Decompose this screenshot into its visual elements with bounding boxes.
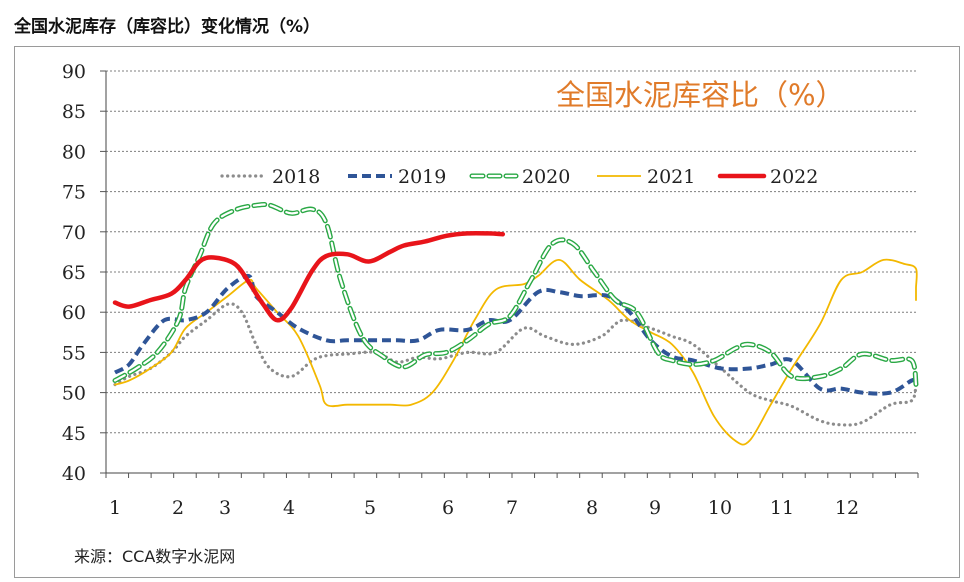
series-2018-line <box>113 302 918 427</box>
y-tick-75: 75 <box>62 182 86 204</box>
x-tick-12: 12 <box>835 497 859 519</box>
y-tick-65: 65 <box>62 262 86 284</box>
y-tick-80: 80 <box>62 141 86 163</box>
x-tick-7: 7 <box>506 497 518 519</box>
x-tick-9: 9 <box>649 497 661 519</box>
x-tick-6: 6 <box>442 497 454 519</box>
y-tick-45: 45 <box>62 423 86 445</box>
x-tick-1: 1 <box>109 497 121 519</box>
x-tick-5: 5 <box>364 497 376 519</box>
y-tick-50: 50 <box>62 383 86 405</box>
x-tick-10: 10 <box>708 497 732 519</box>
legend-label-2021: 2021 <box>647 166 695 188</box>
y-tick-60: 60 <box>62 302 86 324</box>
legend-label-2018: 2018 <box>272 166 320 188</box>
y-tick-55: 55 <box>62 342 86 364</box>
legend-label-2022: 2022 <box>770 166 818 188</box>
page-title: 全国水泥库存（库容比）变化情况（%） <box>14 17 321 37</box>
source-note: 来源：CCA数字水泥网 <box>74 547 236 566</box>
legend-item-2020: 2020 <box>469 166 570 188</box>
series-2018 <box>113 302 918 427</box>
legend-item-2019: 2019 <box>348 166 446 188</box>
y-tick-40: 40 <box>62 463 86 485</box>
x-tick-3: 3 <box>219 497 231 519</box>
legend-item-2018: 2018 <box>220 166 320 188</box>
y-tick-90: 90 <box>62 61 86 83</box>
series-2019 <box>114 273 919 396</box>
chart-legend: 2018 2019 2020 2021 2022 <box>220 166 818 188</box>
series-2020 <box>112 201 919 392</box>
series-lines <box>112 201 919 446</box>
x-tick-labels: 1 2 3 4 5 6 7 8 9 10 11 12 <box>105 473 919 519</box>
y-tick-labels: 40 45 50 55 60 65 70 75 80 85 90 <box>62 61 106 485</box>
series-2022-line <box>112 230 506 323</box>
chart-title: 全国水泥库容比（%） <box>556 78 845 112</box>
series-2022 <box>112 230 506 323</box>
legend-label-2020: 2020 <box>522 166 570 188</box>
x-tick-2: 2 <box>172 497 184 519</box>
legend-item-2022: 2022 <box>717 166 818 188</box>
legend-label-2019: 2019 <box>398 166 446 188</box>
x-tick-8: 8 <box>586 497 598 519</box>
chart-frame <box>14 46 960 578</box>
x-tick-11: 11 <box>770 497 794 519</box>
series-2020-line-inner <box>113 203 918 391</box>
x-tick-4: 4 <box>283 497 295 519</box>
legend-item-2021: 2021 <box>597 166 695 188</box>
y-tick-70: 70 <box>62 222 86 244</box>
y-tick-85: 85 <box>62 101 86 123</box>
series-2019-line <box>114 273 919 396</box>
